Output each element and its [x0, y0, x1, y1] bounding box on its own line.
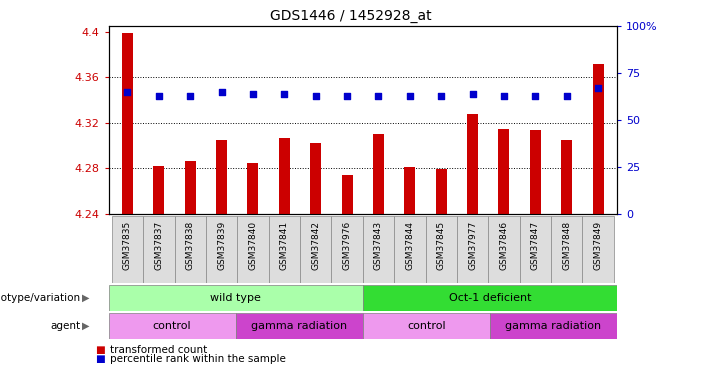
- Point: [216, 89, 227, 95]
- Point: [341, 93, 353, 99]
- Bar: [498, 129, 510, 214]
- Point: [154, 93, 165, 99]
- Text: percentile rank within the sample: percentile rank within the sample: [110, 354, 286, 364]
- Text: gamma radiation: gamma radiation: [251, 321, 347, 331]
- Point: [498, 93, 510, 99]
- Text: GSM37837: GSM37837: [154, 221, 163, 270]
- Point: [592, 85, 604, 91]
- Bar: [109, 313, 236, 339]
- Bar: [109, 285, 363, 311]
- Bar: [206, 216, 237, 283]
- Text: GSM37843: GSM37843: [374, 221, 383, 270]
- Bar: [551, 216, 583, 283]
- Text: GSM37849: GSM37849: [594, 221, 603, 270]
- Text: ▶: ▶: [82, 293, 90, 303]
- Bar: [519, 216, 551, 283]
- Bar: [363, 216, 394, 283]
- Text: GDS1446 / 1452928_at: GDS1446 / 1452928_at: [270, 9, 431, 23]
- Bar: [363, 313, 490, 339]
- Bar: [122, 33, 133, 214]
- Text: GSM37842: GSM37842: [311, 221, 320, 270]
- Bar: [530, 130, 540, 214]
- Bar: [237, 216, 268, 283]
- Bar: [154, 166, 164, 214]
- Point: [310, 93, 321, 99]
- Bar: [332, 216, 363, 283]
- Bar: [490, 313, 617, 339]
- Text: ■: ■: [95, 345, 104, 355]
- Text: transformed count: transformed count: [110, 345, 207, 355]
- Text: GSM37840: GSM37840: [248, 221, 257, 270]
- Text: agent: agent: [50, 321, 81, 331]
- Point: [373, 93, 384, 99]
- Text: GSM37844: GSM37844: [405, 221, 414, 270]
- Bar: [311, 143, 321, 214]
- Bar: [236, 313, 363, 339]
- Text: wild type: wild type: [210, 293, 261, 303]
- Bar: [467, 114, 478, 214]
- Text: GSM37846: GSM37846: [499, 221, 508, 270]
- Bar: [185, 162, 196, 214]
- Bar: [436, 170, 447, 214]
- Text: GSM37848: GSM37848: [562, 221, 571, 270]
- Point: [184, 93, 196, 99]
- Text: control: control: [153, 321, 191, 331]
- Point: [467, 91, 478, 97]
- Bar: [247, 163, 259, 214]
- Bar: [300, 216, 332, 283]
- Point: [279, 91, 290, 97]
- Text: GSM37845: GSM37845: [437, 221, 446, 270]
- Bar: [363, 285, 617, 311]
- Point: [247, 91, 259, 97]
- Point: [561, 93, 572, 99]
- Text: ▶: ▶: [82, 321, 90, 331]
- Text: GSM37976: GSM37976: [343, 221, 352, 270]
- Bar: [143, 216, 175, 283]
- Text: GSM37838: GSM37838: [186, 221, 195, 270]
- Text: Oct-1 deficient: Oct-1 deficient: [449, 293, 531, 303]
- Text: control: control: [407, 321, 446, 331]
- Bar: [175, 216, 206, 283]
- Text: GSM37847: GSM37847: [531, 221, 540, 270]
- Text: GSM37835: GSM37835: [123, 221, 132, 270]
- Bar: [583, 216, 614, 283]
- Bar: [457, 216, 489, 283]
- Bar: [279, 138, 290, 214]
- Point: [122, 89, 133, 95]
- Bar: [111, 216, 143, 283]
- Text: gamma radiation: gamma radiation: [505, 321, 601, 331]
- Bar: [489, 216, 519, 283]
- Point: [404, 93, 416, 99]
- Bar: [404, 167, 415, 214]
- Bar: [216, 140, 227, 214]
- Text: GSM37841: GSM37841: [280, 221, 289, 270]
- Text: ■: ■: [95, 354, 104, 364]
- Text: GSM37977: GSM37977: [468, 221, 477, 270]
- Bar: [394, 216, 426, 283]
- Text: genotype/variation: genotype/variation: [0, 293, 81, 303]
- Point: [530, 93, 541, 99]
- Point: [435, 93, 447, 99]
- Bar: [268, 216, 300, 283]
- Bar: [373, 134, 384, 214]
- Text: GSM37839: GSM37839: [217, 221, 226, 270]
- Bar: [562, 140, 572, 214]
- Bar: [341, 175, 353, 214]
- Bar: [426, 216, 457, 283]
- Bar: [592, 64, 604, 214]
